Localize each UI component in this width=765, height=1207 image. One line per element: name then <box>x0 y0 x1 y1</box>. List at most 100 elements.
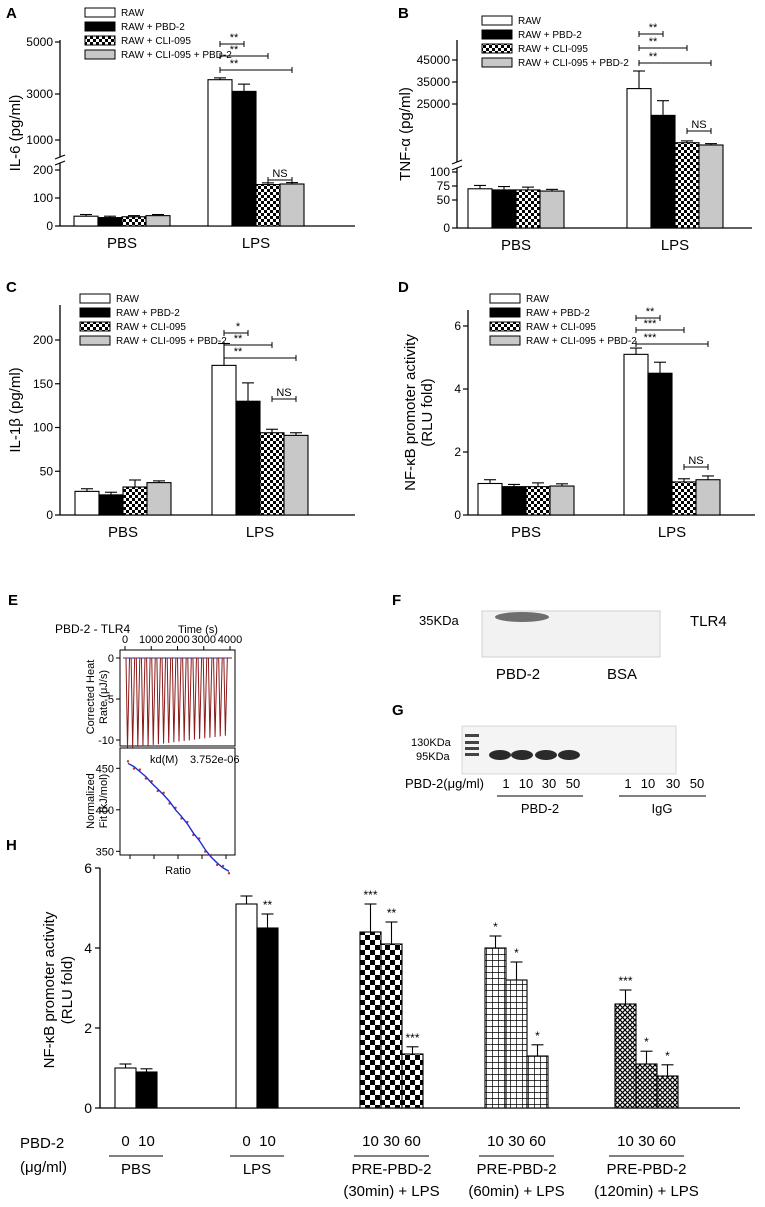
panel-a-il6-chart: 0 100 200 1000 3000 5000 IL-6 (pg/ml) PBS LPS RAW… <box>7 7 355 252</box>
heat-tick-label: -10 <box>98 735 114 747</box>
category-label-lps: LPS <box>661 237 689 254</box>
bar-lps-s4 <box>695 479 721 516</box>
legend-label: RAW + CLI-095 + PBD-2 <box>518 58 629 69</box>
category-label-lps: LPS <box>246 524 274 541</box>
bar-lps-s4 <box>698 144 724 229</box>
igg-heavy-band <box>489 750 511 760</box>
dose-value: 60 <box>529 1133 546 1150</box>
fit-data-point <box>227 872 231 875</box>
ratio-axis-label: Ratio <box>165 865 191 877</box>
bar-pbs-s4 <box>146 482 172 516</box>
bar-lps-s2 <box>650 114 676 229</box>
bar-lps-s1 <box>623 353 649 516</box>
legend-swatch <box>79 335 111 346</box>
legend-label: RAW + PBD-2 <box>518 30 582 41</box>
y-axis-label: IL-6 (pg/ml) <box>7 95 24 172</box>
y-tick-label: 50 <box>437 193 451 207</box>
dose-value: 30 <box>383 1133 400 1150</box>
bar-lps-s3 <box>255 184 281 227</box>
group-label: PRE-PBD-2 <box>476 1161 556 1178</box>
y-tick-label: 0 <box>46 508 53 522</box>
y-axis-label: (RLU fold) <box>419 378 436 446</box>
axis-break-mark <box>54 160 66 166</box>
ladder-band <box>465 734 479 737</box>
legend-label: RAW + CLI-095 <box>518 44 588 55</box>
y-tick-label: 0 <box>454 508 461 522</box>
target-label: TLR4 <box>690 613 727 630</box>
category-label-pbs: PBS <box>501 237 531 254</box>
itc-heat-trace <box>123 657 232 749</box>
dose-value: 10 <box>487 1133 504 1150</box>
bar-pbs-s3 <box>121 216 147 227</box>
y-tick-label: 150 <box>33 377 53 391</box>
bar-group3-dose-30 <box>380 943 403 1109</box>
bar-group1-dose-0 <box>114 1067 137 1109</box>
legend-swatch <box>481 15 513 26</box>
bar-pbs-s1 <box>73 215 99 227</box>
dose-value: 30 <box>666 776 680 791</box>
legend-label: RAW + CLI-095 <box>121 36 191 47</box>
significance-label: ** <box>649 22 658 34</box>
panel-label-a: A <box>6 5 17 22</box>
igg-heavy-band <box>535 750 557 760</box>
significance-label: *** <box>618 974 632 988</box>
bar-lps-s3 <box>259 432 285 516</box>
axis-break-mark <box>451 165 463 171</box>
significance-label: ** <box>230 44 239 56</box>
bar-group4-dose-30 <box>505 979 528 1109</box>
bar-group5-dose-60 <box>656 1075 679 1109</box>
legend-label: RAW + CLI-095 + PBD-2 <box>526 336 637 347</box>
y-tick-label: 200 <box>33 163 53 177</box>
time-tick-label: 0 <box>122 634 128 646</box>
y-tick-label: 75 <box>437 179 451 193</box>
legend-label: RAW + CLI-095 + PBD-2 <box>116 336 227 347</box>
legend-label: RAW + PBD-2 <box>116 308 180 319</box>
y-tick-label: 6 <box>84 860 92 876</box>
significance-label: ** <box>234 346 243 358</box>
significance-label: * <box>535 1029 540 1043</box>
dose-value: 10 <box>519 776 533 791</box>
panel-g-blot: 130KDa 95KDa PBD-2(μg/ml) 1 10 30 50 1 10 30 50 PBD… <box>405 725 706 816</box>
significance-label: ** <box>646 306 655 318</box>
significance-label: *** <box>405 1031 419 1045</box>
bar-pbs-s4 <box>539 190 565 229</box>
legend-swatch <box>79 293 111 304</box>
legend-label: RAW + CLI-095 + PBD-2 <box>121 50 232 61</box>
y-tick-label: 50 <box>40 464 54 478</box>
group-label: PBS <box>121 1161 151 1178</box>
legend-swatch <box>481 43 513 54</box>
time-tick-label: 2000 <box>165 634 189 646</box>
dose-value: 30 <box>638 1133 655 1150</box>
y-tick-label: 1000 <box>26 133 53 147</box>
bar-group2-dose-10 <box>256 927 279 1109</box>
y-tick-label: 25000 <box>417 97 451 111</box>
marker-label: 130KDa <box>411 737 452 749</box>
significance-label: ** <box>263 898 273 912</box>
dose-value: 0 <box>121 1133 129 1150</box>
itc-fit-curve <box>127 762 230 872</box>
bar-group2-dose-0 <box>235 903 258 1109</box>
bar-pbs-s1 <box>467 188 493 229</box>
igg-heavy-band <box>558 750 580 760</box>
y-tick-label: 100 <box>33 421 53 435</box>
bar-pbs-s3 <box>515 189 541 229</box>
significance-label: NS <box>276 387 291 399</box>
group-label: PRE-PBD-2 <box>606 1161 686 1178</box>
legend-swatch <box>489 321 521 332</box>
legend-label: RAW + PBD-2 <box>121 22 185 33</box>
group-label: LPS <box>243 1161 271 1178</box>
bar-lps-s3 <box>674 142 700 229</box>
legend-label: RAW <box>121 8 145 19</box>
category-label-pbs: PBS <box>107 235 137 252</box>
legend-label: RAW + CLI-095 <box>526 322 596 333</box>
bar-pbs-s1 <box>477 482 503 516</box>
bar-lps-s4 <box>279 183 305 227</box>
dose-label: PBD-2(μg/ml) <box>405 776 484 791</box>
y-tick-label: 2 <box>454 445 461 459</box>
bar-pbs-s2 <box>491 189 517 229</box>
dose-value: 30 <box>542 776 556 791</box>
panel-e-itc-plot: PBD-2 - TLR4 Time (s) 0 1000 2000 3000 4000 0 -5… <box>55 622 242 877</box>
y-tick-label: 2 <box>84 1020 92 1036</box>
significance-label: NS <box>272 168 287 180</box>
panel-label-b: B <box>398 5 409 22</box>
